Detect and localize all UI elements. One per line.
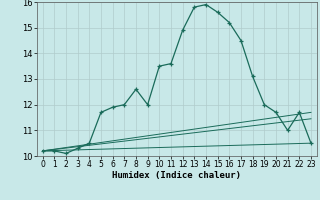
X-axis label: Humidex (Indice chaleur): Humidex (Indice chaleur) bbox=[112, 171, 241, 180]
